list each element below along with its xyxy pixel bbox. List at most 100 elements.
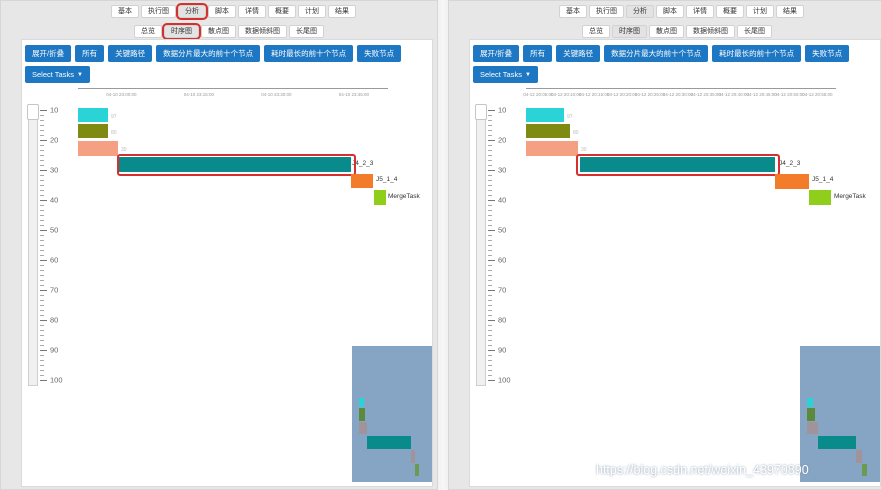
zoom-slider-thumb[interactable]: [475, 104, 487, 120]
time-tick: 04-12 20:45:00: [746, 92, 777, 97]
task-bar-30[interactable]: [78, 141, 118, 156]
y-axis-label: 60: [50, 255, 59, 265]
y-axis-major-tick: [40, 320, 47, 321]
select-tasks-dropdown[interactable]: Select Tasks ▼: [473, 66, 538, 83]
y-axis-minor-tick: [488, 315, 492, 316]
expand-collapse-button[interactable]: 展开/折叠: [473, 45, 520, 62]
zoom-slider-track[interactable]: [476, 106, 486, 386]
tab-details[interactable]: 详情: [238, 5, 266, 18]
task-bar-J4_2_3[interactable]: [119, 157, 351, 172]
minimap-bar: [856, 450, 862, 463]
y-axis-label: 70: [50, 285, 59, 295]
zoom-slider-track[interactable]: [28, 106, 38, 386]
y-axis-label: 10: [498, 105, 507, 115]
subtab-scatter[interactable]: 散点图: [201, 25, 236, 38]
top10-data-shards-button[interactable]: 数据分片最大的前十个节点: [156, 45, 261, 62]
y-axis-major-tick: [40, 290, 47, 291]
y-axis-label: 50: [50, 225, 59, 235]
subtab-long-tail[interactable]: 长尾图: [289, 25, 324, 38]
y-axis-minor-tick: [488, 300, 492, 301]
y-axis-minor-tick: [40, 180, 44, 181]
expand-collapse-button[interactable]: 展开/折叠: [25, 45, 72, 62]
all-button[interactable]: 所有: [523, 45, 553, 62]
minimap[interactable]: [800, 346, 880, 482]
failed-nodes-button[interactable]: 失败节点: [357, 45, 402, 62]
minimap-bar: [359, 398, 364, 407]
y-axis-scale: 10 20 30 40 50 60 70 80 90 100: [40, 106, 70, 400]
top10-longest-button[interactable]: 耗时最长的前十个节点: [712, 45, 802, 62]
y-axis-minor-tick: [488, 135, 492, 136]
select-tasks-dropdown[interactable]: Select Tasks ▼: [25, 66, 90, 83]
tab-basic[interactable]: 基本: [559, 5, 587, 18]
tab-analysis[interactable]: 分析: [176, 3, 208, 20]
highlight-box: [576, 154, 780, 176]
failed-nodes-button[interactable]: 失败节点: [805, 45, 850, 62]
y-axis-label: 60: [498, 255, 507, 265]
top-tab-bar: 基本 执行图 分析 脚本 详情 概要 计划 结果: [111, 3, 356, 20]
minimap-bar: [415, 464, 419, 476]
minimap-bar: [807, 398, 813, 407]
subtab-overview[interactable]: 总览: [134, 25, 162, 38]
task-bar-30[interactable]: [526, 141, 578, 156]
subtab-data-skew[interactable]: 数据倾斜图: [238, 25, 287, 38]
tab-summary[interactable]: 概要: [716, 5, 744, 18]
tab-results[interactable]: 结果: [776, 5, 804, 18]
subtab-timeline[interactable]: 时序图: [162, 23, 201, 40]
time-tick: 04-10 23:00:00: [106, 92, 137, 97]
top10-data-shards-button[interactable]: 数据分片最大的前十个节点: [604, 45, 709, 62]
y-axis-minor-tick: [40, 235, 44, 236]
task-bar-J4_2_3[interactable]: [580, 157, 775, 172]
tab-script[interactable]: 脚本: [208, 5, 236, 18]
subtab-overview[interactable]: 总览: [582, 25, 610, 38]
tab-basic[interactable]: 基本: [111, 5, 139, 18]
tab-execution-graph[interactable]: 执行图: [589, 5, 624, 18]
sub-tab-bar: 总览 时序图 散点图 数据倾斜图 长尾图: [582, 25, 772, 38]
tab-execution-graph[interactable]: 执行图: [141, 5, 176, 18]
y-axis-minor-tick: [40, 345, 44, 346]
subtab-scatter[interactable]: 散点图: [649, 25, 684, 38]
tab-script[interactable]: 脚本: [656, 5, 684, 18]
y-axis-minor-tick: [488, 160, 492, 161]
task-bar-MergeTask[interactable]: [809, 190, 831, 205]
y-axis-minor-tick: [488, 115, 492, 116]
tab-plan[interactable]: 计划: [746, 5, 774, 18]
subtab-data-skew[interactable]: 数据倾斜图: [686, 25, 735, 38]
task-bar-80[interactable]: [526, 124, 570, 138]
y-axis-major-tick: [40, 140, 47, 141]
task-bar-97[interactable]: [78, 108, 108, 122]
zoom-slider-thumb[interactable]: [27, 104, 39, 120]
y-axis-major-tick: [40, 260, 47, 261]
y-axis-minor-tick: [40, 370, 44, 371]
y-axis-minor-tick: [488, 355, 492, 356]
task-bar-97[interactable]: [526, 108, 564, 122]
subtab-long-tail[interactable]: 长尾图: [737, 25, 772, 38]
task-bar-80[interactable]: [78, 124, 108, 138]
chevron-down-icon: ▼: [76, 71, 83, 78]
task-bar-J5_1_4[interactable]: [351, 174, 373, 188]
critical-path-button[interactable]: 关键路径: [556, 45, 601, 62]
y-axis-minor-tick: [40, 355, 44, 356]
tab-results[interactable]: 结果: [328, 5, 356, 18]
tab-details[interactable]: 详情: [686, 5, 714, 18]
y-axis-major-tick: [40, 170, 47, 171]
chevron-down-icon: ▼: [524, 71, 531, 78]
y-axis-major-tick: [488, 260, 495, 261]
top10-longest-button[interactable]: 耗时最长的前十个节点: [264, 45, 354, 62]
panel-splitter[interactable]: [441, 0, 445, 490]
tab-analysis[interactable]: 分析: [626, 5, 654, 18]
y-axis-minor-tick: [40, 125, 44, 126]
minimap-bar: [367, 436, 411, 449]
minimap-bar: [807, 408, 815, 421]
subtab-timeline[interactable]: 时序图: [612, 25, 647, 38]
y-axis-minor-tick: [40, 195, 44, 196]
tab-summary[interactable]: 概要: [268, 5, 296, 18]
task-bar-J5_1_4[interactable]: [775, 174, 809, 189]
y-axis-minor-tick: [488, 255, 492, 256]
all-button[interactable]: 所有: [75, 45, 105, 62]
task-bar-MergeTask[interactable]: [374, 190, 386, 205]
y-axis-minor-tick: [488, 245, 492, 246]
minimap[interactable]: [352, 346, 432, 482]
y-axis-minor-tick: [40, 275, 44, 276]
tab-plan[interactable]: 计划: [298, 5, 326, 18]
critical-path-button[interactable]: 关键路径: [108, 45, 153, 62]
